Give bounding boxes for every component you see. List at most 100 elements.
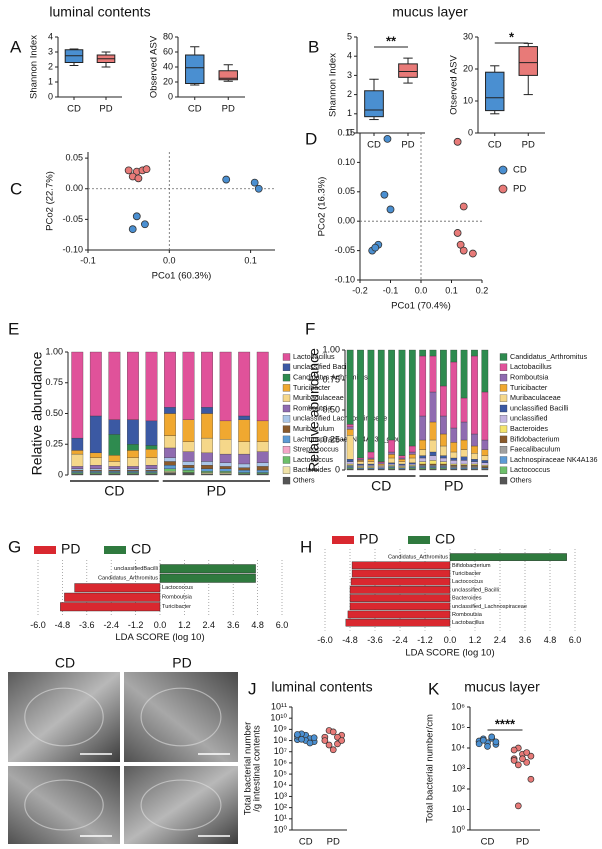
y-tick-label: 0 <box>347 127 352 137</box>
legend-label: Faecalibaculum <box>510 445 560 454</box>
y-tick-label: 0.75 <box>45 377 63 387</box>
bar-segment <box>357 467 364 469</box>
bar-segment <box>71 437 84 451</box>
bar-segment <box>346 461 354 465</box>
bar-segment <box>367 451 375 459</box>
group-label: CD <box>104 483 124 499</box>
legend-label: Lactococcus <box>293 455 333 464</box>
bar-segment <box>388 468 395 471</box>
bar-segment <box>398 457 406 460</box>
bar-segment <box>419 349 427 357</box>
bar-segment <box>108 466 121 470</box>
bar-segment <box>429 463 437 466</box>
x-tick-label: -1.2 <box>417 635 433 645</box>
bar-segment <box>408 467 416 469</box>
bar-segment <box>367 349 375 453</box>
bar-segment <box>71 450 84 455</box>
bar-segment <box>346 435 354 460</box>
bar-segment <box>450 442 458 453</box>
legend-label: Others <box>510 476 532 485</box>
bar-segment <box>419 465 427 467</box>
box <box>485 71 505 112</box>
bar-label: Turicibacter <box>162 604 191 610</box>
legend-swatch <box>34 546 56 554</box>
y-tick-label: 0 <box>48 91 53 101</box>
x-tick-label: 4.8 <box>544 635 557 645</box>
bar-segment <box>219 453 232 463</box>
y-tick-label: 10¹ <box>274 813 287 823</box>
legend-label: Turicibacter <box>510 383 548 392</box>
bar-segment <box>377 463 385 466</box>
column-label: CD <box>55 655 75 671</box>
bar-segment <box>357 463 364 466</box>
bar-segment <box>471 467 478 469</box>
legend-label: Candidatus Arthromitus <box>293 373 368 382</box>
bar-segment <box>201 468 213 472</box>
bar-label: Lactococcus <box>162 585 193 591</box>
bar-segment <box>201 471 213 473</box>
y-axis-label: Relative abundance <box>29 351 45 475</box>
x-tick-label: -2.4 <box>392 635 408 645</box>
bar-segment <box>108 419 121 435</box>
bar-segment <box>346 465 354 467</box>
x-tick-label: 6.0 <box>569 635 582 645</box>
sem-image <box>8 672 120 762</box>
point <box>124 166 133 175</box>
legend-swatch <box>499 373 508 382</box>
x-tick-label: PD <box>516 837 529 848</box>
y-tick-label: 30 <box>463 31 473 41</box>
point <box>479 736 487 744</box>
bar-segment <box>145 472 158 474</box>
group-label: CD <box>371 478 391 494</box>
bar-segment <box>460 468 468 471</box>
bar-segment <box>145 465 158 470</box>
bar-segment <box>256 473 269 476</box>
legend-swatch <box>282 435 291 444</box>
bar-segment <box>471 461 478 465</box>
y-tick-label: 10⁶ <box>273 757 287 767</box>
bar-segment <box>429 355 437 393</box>
bar-label: unclassified_Bacilli <box>452 587 499 593</box>
point <box>383 134 392 143</box>
panel-letter: G <box>8 537 21 556</box>
bar <box>345 618 451 627</box>
bar-segment <box>419 461 427 465</box>
legend-swatch <box>499 446 508 454</box>
sem-image <box>124 766 238 844</box>
bar-segment <box>238 469 251 473</box>
bar-segment <box>127 419 139 445</box>
y-tick-label: 0.05 <box>337 186 355 196</box>
y-tick-label: 0.50 <box>45 408 63 418</box>
bar-segment <box>408 466 416 468</box>
legend-swatch <box>499 384 508 392</box>
y-tick-label: 3 <box>48 46 53 56</box>
bar-segment <box>71 472 84 474</box>
y-tick-label: 2 <box>48 61 53 71</box>
legend-label: unclassified <box>510 414 548 423</box>
chart-title: mucus layer <box>464 679 540 695</box>
x-tick-label: PD <box>99 104 112 115</box>
y-axis-label: Shannon Index <box>328 53 339 117</box>
bar-segment <box>89 469 102 472</box>
bar-segment <box>419 468 427 471</box>
bar-segment <box>346 429 354 436</box>
bar <box>64 592 161 602</box>
bar-segment <box>429 455 437 461</box>
bar-segment <box>219 439 232 455</box>
bar-segment <box>471 445 478 454</box>
bar-segment <box>108 434 121 456</box>
bar-segment <box>89 472 102 474</box>
point <box>510 746 518 754</box>
bar-segment <box>108 469 121 472</box>
y-tick-label: 10² <box>452 783 465 793</box>
bar-label: Candidatus_Arthromitus <box>388 555 448 561</box>
y-tick-label: 10¹¹ <box>271 701 287 711</box>
bar-segment <box>471 468 478 471</box>
bar-segment <box>346 349 354 425</box>
point <box>523 758 531 766</box>
bar-segment <box>460 460 468 465</box>
bar-segment <box>419 455 427 459</box>
sem-image <box>8 766 120 844</box>
bar-segment <box>201 413 213 439</box>
bar-segment <box>388 439 395 453</box>
